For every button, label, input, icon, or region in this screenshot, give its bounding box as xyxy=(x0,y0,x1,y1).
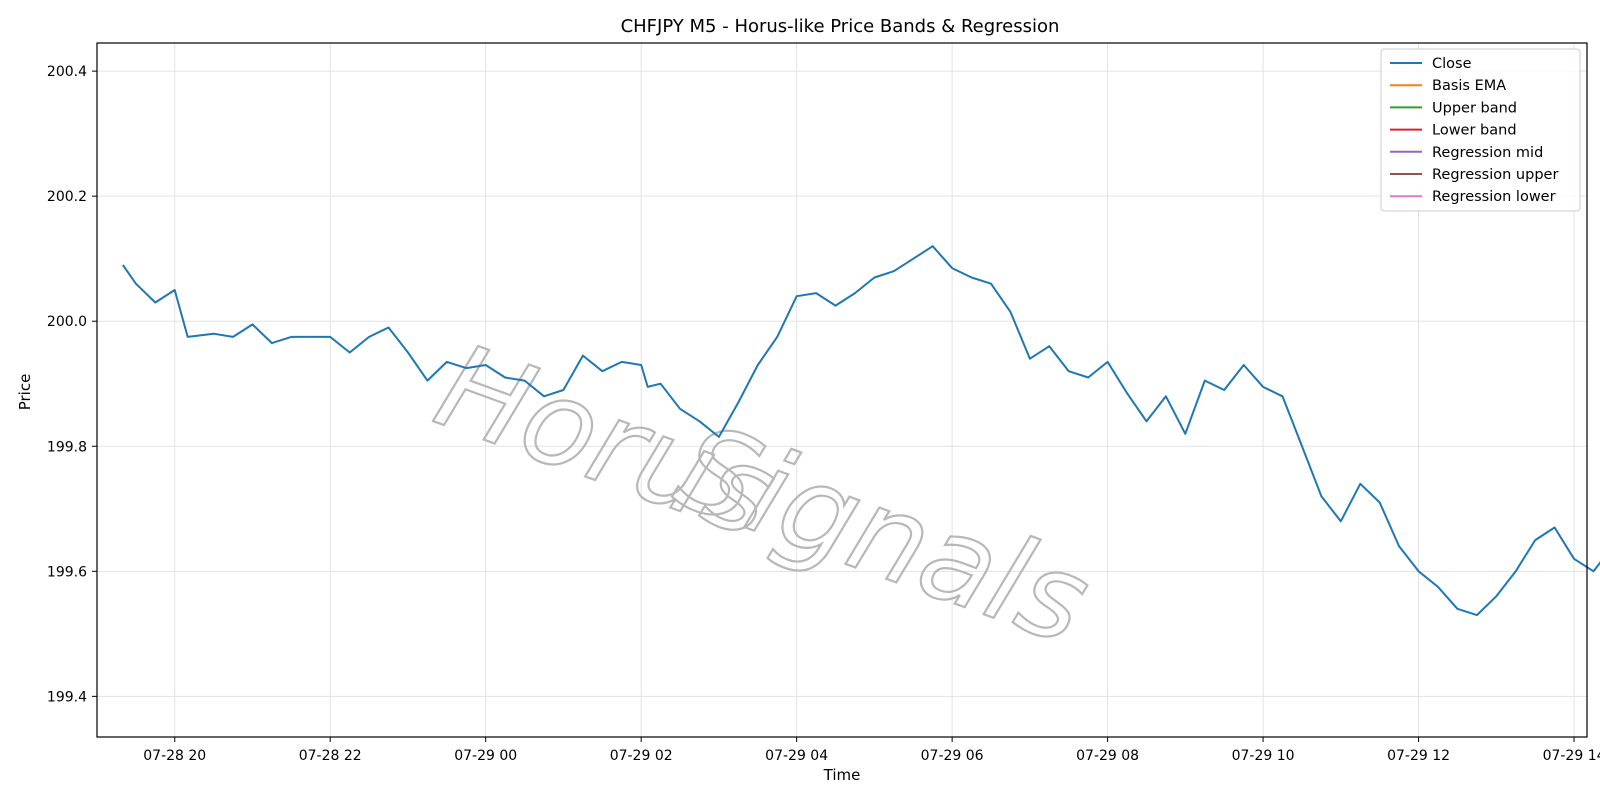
y-tick-label: 199.8 xyxy=(47,439,87,455)
x-tick-label: 07-29 06 xyxy=(921,748,984,764)
y-tick-label: 200.2 xyxy=(47,189,87,205)
x-tick-label: 07-29 14 xyxy=(1543,748,1600,764)
x-tick-label: 07-29 08 xyxy=(1076,748,1139,764)
legend-label: Regression mid xyxy=(1432,145,1543,161)
x-tick-label: 07-29 12 xyxy=(1387,748,1450,764)
x-tick-label: 07-29 00 xyxy=(454,748,517,764)
x-axis-label: Time xyxy=(823,766,861,784)
legend-label: Upper band xyxy=(1432,100,1517,116)
x-axis-ticks: 07-28 20 07-28 22 07-29 00 07-29 02 07-29 04… xyxy=(143,737,1600,764)
legend-label: Regression upper xyxy=(1432,167,1558,183)
x-tick-label: 07-29 10 xyxy=(1232,748,1295,764)
y-tick-label: 199.4 xyxy=(47,689,87,705)
legend: Close Basis EMA Upper band Lower band Regres… xyxy=(1380,48,1581,212)
x-tick-label: 07-29 04 xyxy=(765,748,828,764)
y-tick-label: 199.6 xyxy=(47,564,87,580)
gridlines xyxy=(97,43,1587,737)
y-tick-label: 200.4 xyxy=(47,64,87,80)
legend-label: Lower band xyxy=(1432,123,1517,139)
series-lines xyxy=(122,245,1600,617)
y-tick-label: 200.0 xyxy=(47,314,87,330)
legend-label: Regression lower xyxy=(1432,189,1556,205)
y-axis-ticks: 199.4 199.6 199.8 200.0 200.2 200.4 xyxy=(47,64,97,705)
y-axis-label: Price xyxy=(16,374,34,411)
x-tick-label: 07-28 22 xyxy=(299,748,362,764)
x-tick-label: 07-28 20 xyxy=(143,748,206,764)
chart-title: CHFJPY M5 - Horus-like Price Bands & Reg… xyxy=(621,16,1060,37)
series-line-close xyxy=(122,245,1600,617)
legend-label: Basis EMA xyxy=(1432,78,1506,94)
plot-frame xyxy=(96,42,1588,738)
x-tick-label: 07-29 02 xyxy=(610,748,673,764)
legend-label: Close xyxy=(1432,56,1472,72)
legend-box xyxy=(1380,48,1581,212)
